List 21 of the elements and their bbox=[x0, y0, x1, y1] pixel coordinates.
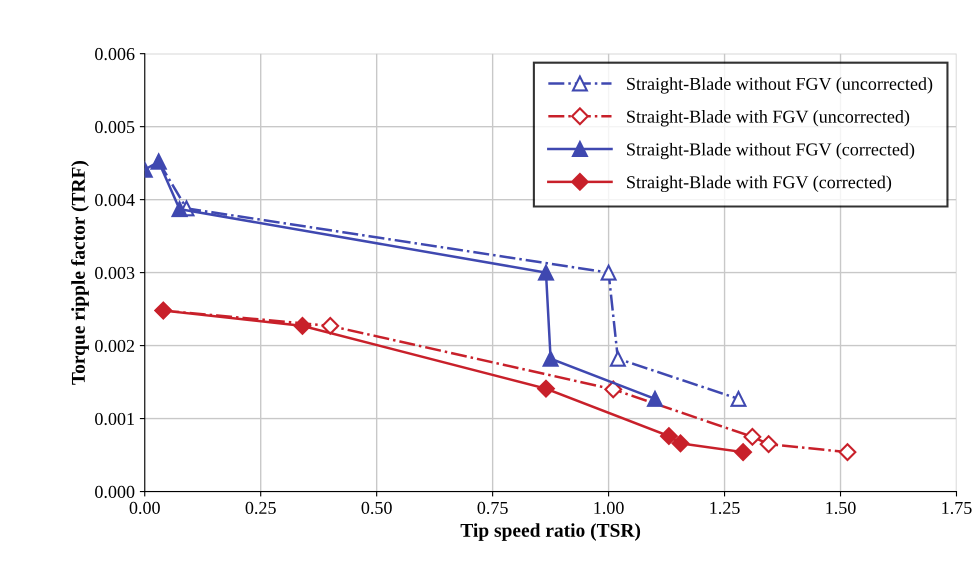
x-tick-label: 1.00 bbox=[594, 502, 624, 514]
legend-label: Straight-Blade without FGV (corrected) bbox=[627, 142, 914, 160]
x-tick-label: 0.25 bbox=[246, 502, 276, 514]
y-tick-label: 0.002 bbox=[95, 340, 134, 352]
x-tick-label: 0.50 bbox=[362, 502, 392, 514]
y-axis-title: Torque ripple factor (TRF) bbox=[71, 161, 89, 385]
legend-label: Straight-Blade without FGV (uncorrected) bbox=[627, 77, 932, 94]
y-tick-label: 0.003 bbox=[95, 266, 134, 280]
y-tick-label: 0.004 bbox=[95, 194, 135, 206]
y-tick-label: 0.005 bbox=[95, 120, 134, 134]
x-tick-label: 1.75 bbox=[942, 502, 972, 514]
legend-label: Straight-Blade with FGV (corrected) bbox=[627, 176, 892, 192]
x-tick-label: 1.50 bbox=[826, 502, 856, 514]
x-tick-label: 0.75 bbox=[478, 502, 508, 514]
legend-label: Straight-Blade with FGV (uncorrected) bbox=[627, 110, 910, 126]
x-axis-title: Tip speed ratio (TSR) bbox=[460, 523, 640, 541]
y-tick-label: 0.001 bbox=[95, 412, 134, 426]
x-tick-label: 0.00 bbox=[130, 502, 160, 514]
x-tick-label: 1.25 bbox=[710, 502, 740, 514]
y-tick-label: 0.006 bbox=[95, 48, 134, 60]
y-tick-label: 0.000 bbox=[95, 486, 134, 498]
